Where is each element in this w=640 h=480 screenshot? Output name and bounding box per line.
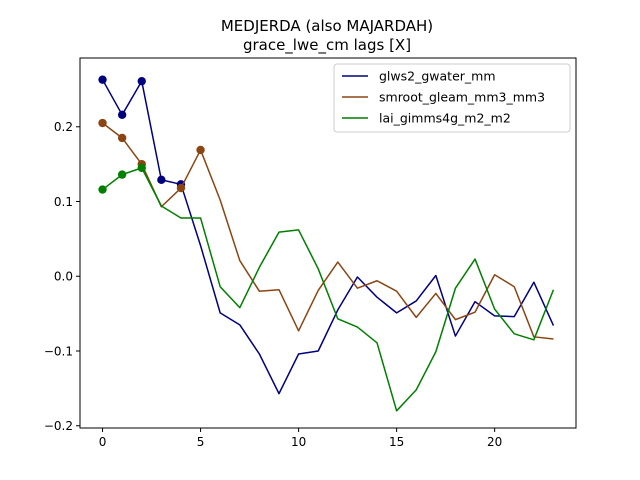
data-point-marker xyxy=(98,185,107,194)
data-point-marker xyxy=(117,133,127,143)
y-tick-label: 0.1 xyxy=(54,195,73,209)
series-line-2 xyxy=(102,167,555,412)
series-line-1 xyxy=(102,122,554,340)
legend-label: lai_gimms4g_m2_m2 xyxy=(379,111,511,126)
data-point-marker xyxy=(98,75,107,84)
data-point-marker xyxy=(157,175,166,185)
axis-ticks: 0 5 10 15 20 −0.2 −0.1 0.0 0.1 0.2 xyxy=(44,120,502,449)
y-tick-label: −0.1 xyxy=(44,344,73,358)
data-point-marker xyxy=(117,170,127,179)
chart-subtitle: grace_lwe_cm lags [X] xyxy=(243,36,411,55)
data-point-marker xyxy=(196,145,205,155)
data-point-marker xyxy=(137,163,146,173)
legend: glws2_gwater_mm smroot_gleam_mm3_mm3 lai_g… xyxy=(333,63,571,133)
x-tick-label: 10 xyxy=(291,435,306,449)
data-point-marker xyxy=(176,183,186,193)
x-tick-label: 15 xyxy=(389,435,404,449)
data-point-marker xyxy=(117,110,127,120)
data-point-marker xyxy=(137,76,146,86)
x-tick-label: 20 xyxy=(487,435,502,449)
legend-label: glws2_gwater_mm xyxy=(379,69,496,84)
data-point-marker xyxy=(98,118,107,128)
chart-title: MEDJERDA (also MAJARDAH) xyxy=(221,17,433,35)
y-tick-label: 0.2 xyxy=(54,120,73,134)
x-tick-label: 0 xyxy=(99,435,107,449)
axes-frame xyxy=(79,57,577,429)
legend-label: smroot_gleam_mm3_mm3 xyxy=(379,90,545,105)
y-tick-label: 0.0 xyxy=(54,270,73,284)
x-tick-label: 5 xyxy=(197,435,205,449)
legend-box xyxy=(333,63,571,133)
plot-area xyxy=(98,75,555,412)
y-tick-label: −0.2 xyxy=(44,419,73,433)
